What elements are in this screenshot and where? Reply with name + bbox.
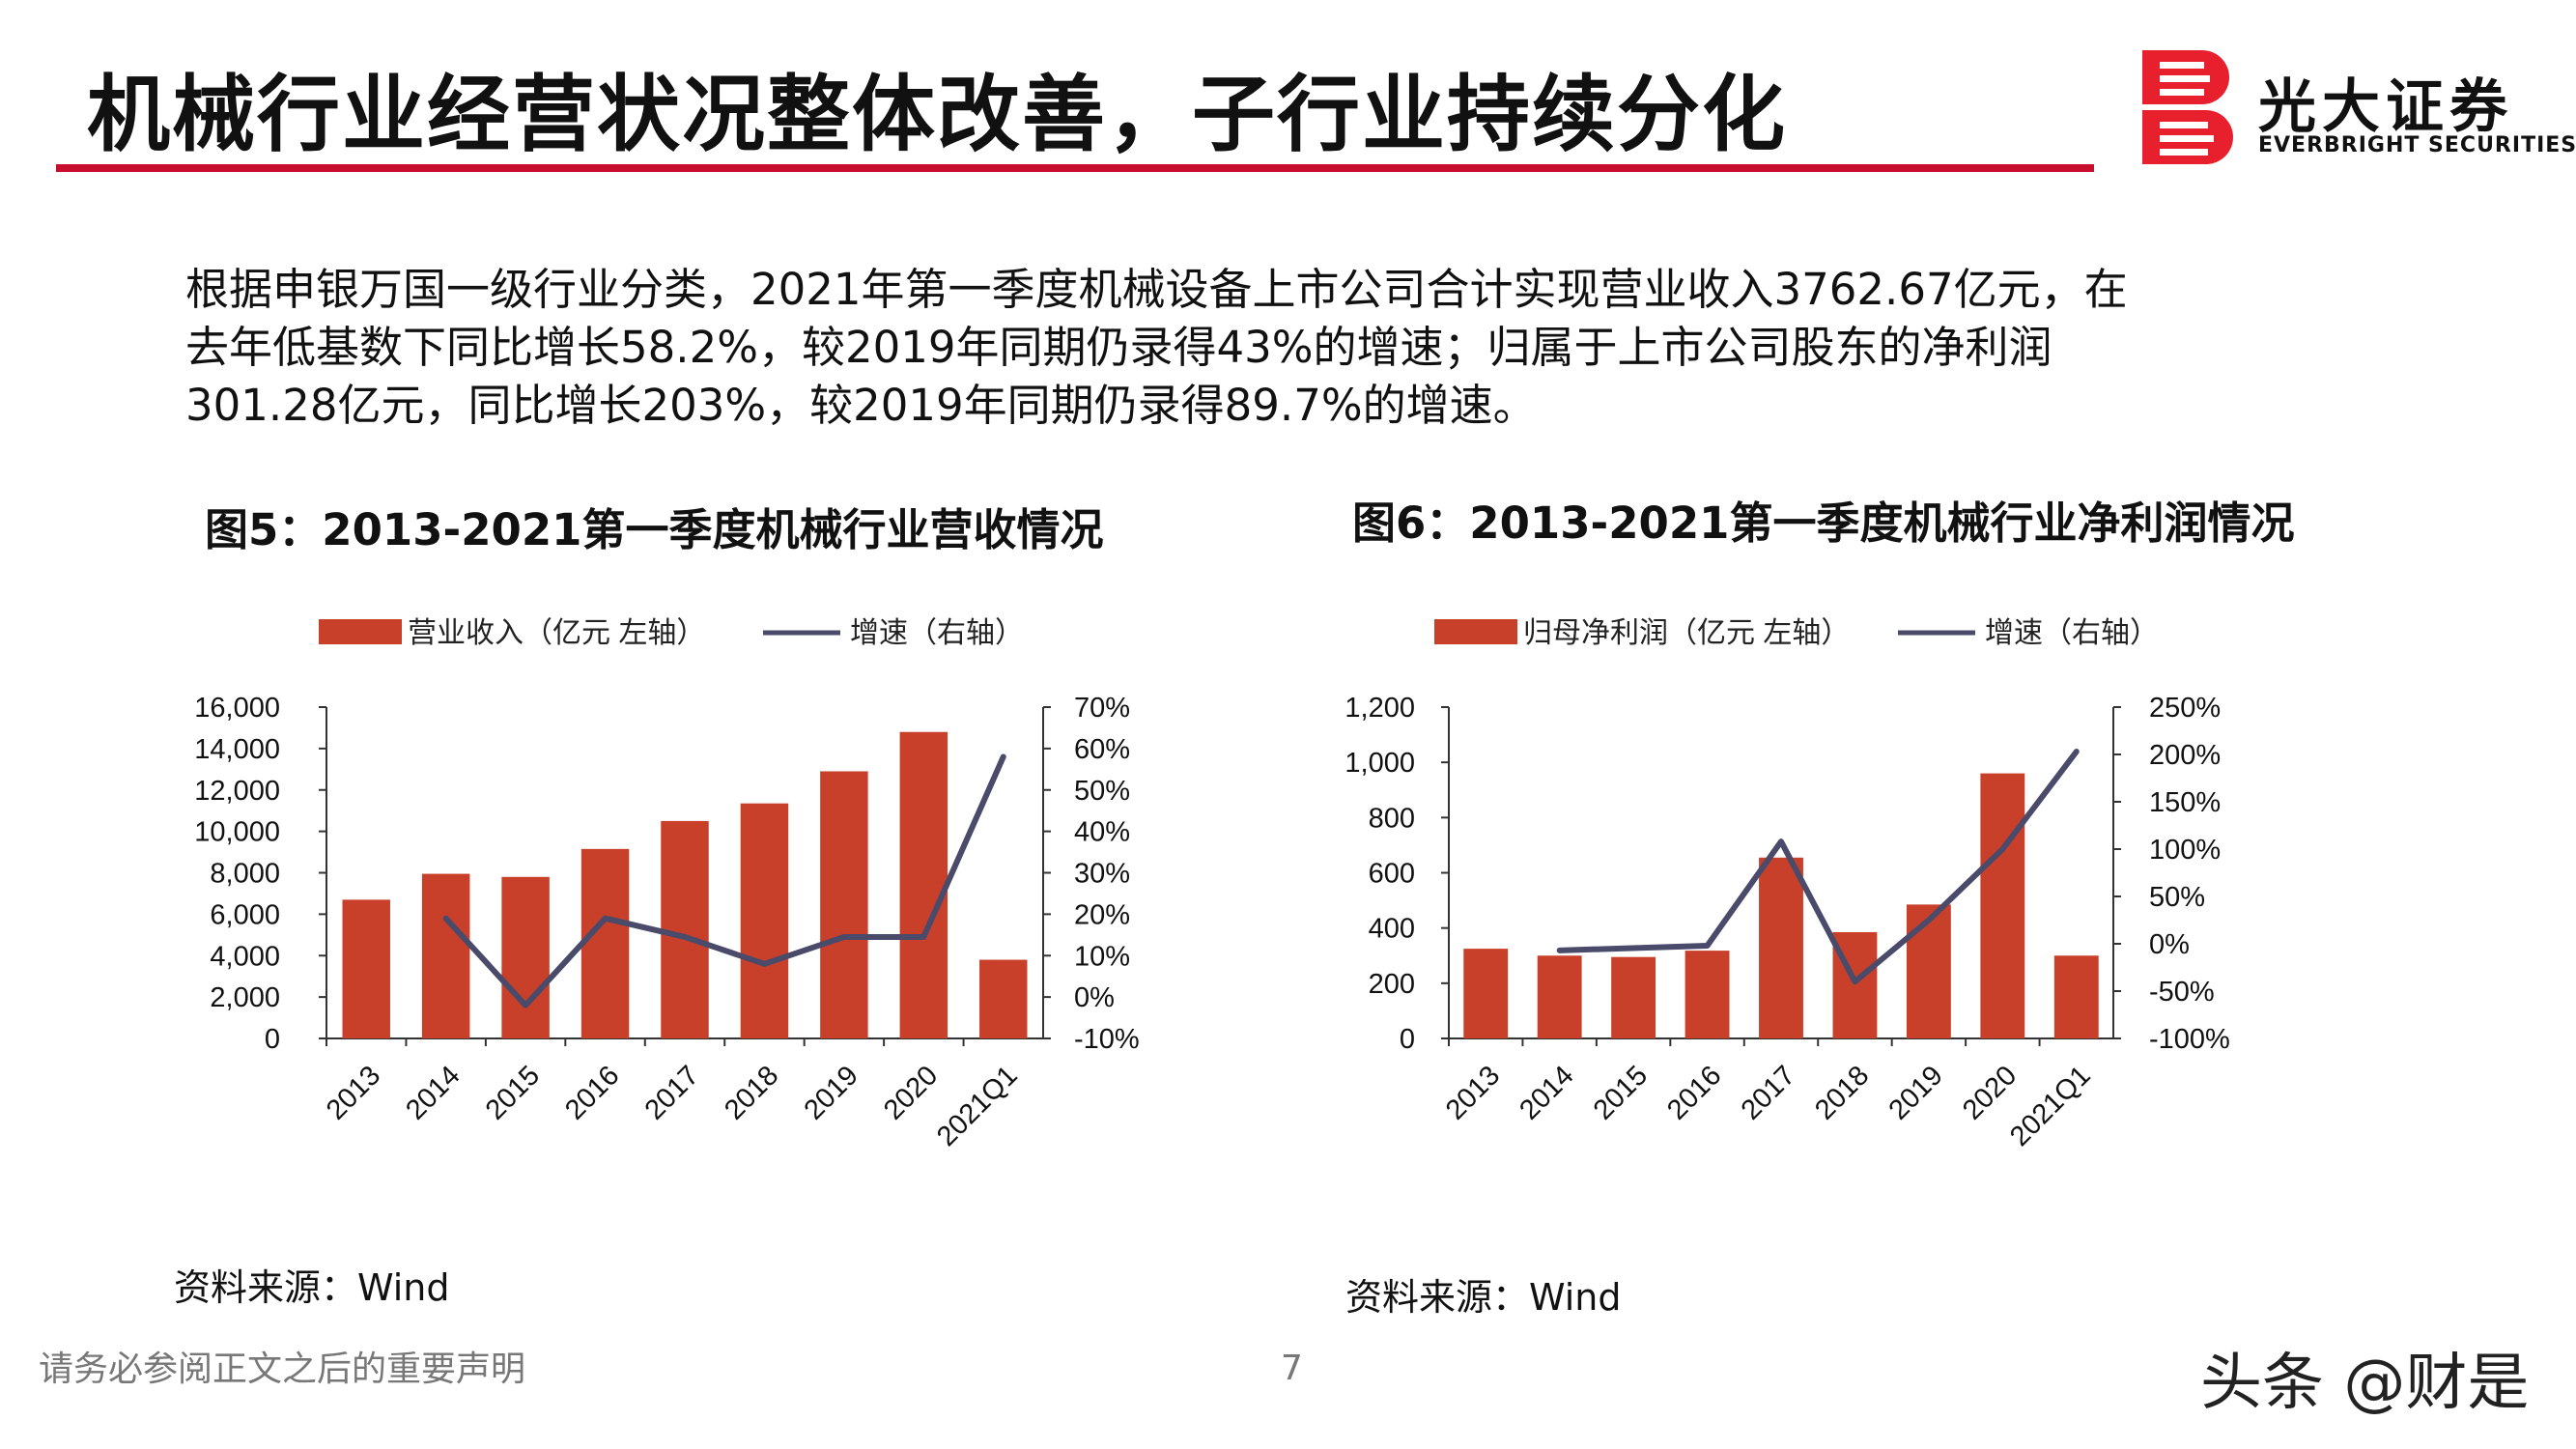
x-tick-label: 2015: [1588, 1060, 1654, 1125]
y-right-tick-label: 50%: [2149, 882, 2205, 913]
y-right-tick-label: 200%: [2149, 740, 2221, 771]
x-tick-label: 2017: [1736, 1060, 1801, 1125]
source-profit: 资料来源：Wind: [1345, 1276, 1622, 1319]
y-left-tick-label: 16,000: [194, 693, 280, 724]
y-right-tick-label: 60%: [1074, 734, 1130, 765]
legend-bar-swatch: [1434, 619, 1517, 644]
x-tick-label: 2016: [1661, 1060, 1727, 1125]
intro-paragraph: 根据申银万国一级行业分类，2021年第一季度机械设备上市公司合计实现营业收入37…: [185, 261, 2368, 435]
everbright-logo-icon: [2142, 50, 2233, 164]
bar: [342, 899, 390, 1038]
bar: [421, 873, 470, 1038]
y-left-tick-label: 600: [1369, 859, 1415, 890]
y-right-tick-label: 20%: [1074, 899, 1130, 930]
x-tick-label: 2019: [799, 1060, 864, 1125]
y-right-tick-label: 30%: [1074, 859, 1130, 890]
y-right-tick-label: 0%: [1074, 982, 1115, 1013]
legend-bar-label: 营业收入（亿元 左轴）: [408, 617, 705, 649]
growth-line: [442, 753, 1006, 1009]
x-tick-label: 2019: [1883, 1060, 1949, 1125]
y-right-tick-label: 50%: [1074, 776, 1130, 807]
disclaimer-text: 请务必参阅正文之后的重要声明: [39, 1350, 526, 1389]
x-tick-label: 2017: [639, 1060, 705, 1125]
watermark: 头条 @财是: [2200, 1348, 2530, 1419]
bar: [820, 771, 868, 1038]
y-left-tick-label: 8,000: [210, 859, 280, 890]
legend-bar-swatch: [319, 619, 402, 644]
bar: [580, 848, 630, 1038]
bar: [979, 959, 1028, 1038]
page-title: 机械行业经营状况整体改善，子行业持续分化: [87, 67, 1787, 163]
y-right-tick-label: 40%: [1074, 817, 1130, 848]
intro-line: 去年低基数下同比增长58.2%，较2019年同期仍录得43%的增速；归属于上市公…: [185, 322, 2052, 373]
bar: [1684, 951, 1730, 1038]
y-left-tick-label: 0: [1400, 1024, 1415, 1055]
page-number: 7: [1281, 1349, 1303, 1388]
bar: [1537, 955, 1582, 1038]
legend-bar-label: 归母净利润（亿元 左轴）: [1523, 617, 1850, 649]
x-tick-label: 2020: [878, 1060, 944, 1125]
company-logo: 光大证券 EVERBRIGHT SECURITIES: [2142, 50, 2576, 166]
x-tick-label: 2021Q1: [931, 1060, 1024, 1152]
x-tick-label: 2015: [480, 1060, 546, 1125]
y-left-tick-label: 400: [1369, 914, 1415, 945]
y-right-tick-label: 10%: [1074, 941, 1130, 972]
y-right-tick-label: 100%: [2149, 835, 2221, 866]
y-left-tick-label: 6,000: [210, 899, 280, 930]
y-right-tick-label: 0%: [2149, 929, 2190, 960]
bar: [740, 803, 789, 1038]
bar: [501, 876, 550, 1038]
y-right-tick-label: -100%: [2149, 1024, 2230, 1055]
y-right-tick-label: 70%: [1074, 693, 1130, 724]
y-right-tick-label: -10%: [1074, 1024, 1140, 1055]
source-revenue: 资料来源：Wind: [174, 1266, 450, 1309]
legend-line-label: 增速（右轴）: [850, 617, 1024, 649]
y-left-tick-label: 4,000: [210, 941, 280, 972]
chart-title-revenue: 图5：2013-2021第一季度机械行业营收情况: [205, 504, 1104, 555]
y-left-tick-label: 10,000: [194, 817, 280, 848]
x-tick-label: 2018: [719, 1060, 784, 1125]
x-tick-label: 2016: [559, 1060, 625, 1125]
intro-line: 根据申银万国一级行业分类，2021年第一季度机械设备上市公司合计实现营业收入37…: [185, 264, 2128, 315]
bar: [1906, 904, 1951, 1038]
intro-line: 301.28亿元，同比增长203%，较2019年同期仍录得89.7%的增速。: [185, 380, 1537, 431]
x-tick-label: 2020: [1957, 1060, 2023, 1125]
y-left-tick-label: 14,000: [194, 734, 280, 765]
y-left-tick-label: 12,000: [194, 776, 280, 807]
x-tick-label: 2014: [1514, 1060, 1579, 1125]
bar: [1611, 956, 1656, 1038]
bar: [661, 820, 709, 1038]
y-left-tick-label: 2,000: [210, 982, 280, 1013]
title-divider: [56, 164, 2094, 172]
y-right-tick-label: -50%: [2149, 977, 2215, 1008]
x-tick-label: 2013: [321, 1060, 386, 1125]
x-tick-label: 2014: [400, 1060, 466, 1125]
y-left-tick-label: 1,200: [1345, 693, 1415, 724]
x-tick-label: 2021Q1: [2004, 1060, 2097, 1152]
chart-title-profit: 图6：2013-2021第一季度机械行业净利润情况: [1352, 497, 2295, 549]
bar: [1463, 949, 1509, 1038]
x-tick-label: 2013: [1440, 1060, 1506, 1125]
y-right-tick-label: 250%: [2149, 693, 2221, 724]
y-left-tick-label: 0: [265, 1024, 280, 1055]
logo-chinese-name: 光大证券: [2258, 73, 2513, 141]
y-left-tick-label: 800: [1369, 803, 1415, 834]
bar: [899, 731, 948, 1038]
y-right-tick-label: 150%: [2149, 787, 2221, 818]
logo-english-name: EVERBRIGHT SECURITIES: [2258, 133, 2576, 157]
bar: [1980, 773, 2025, 1038]
bar: [1759, 857, 1803, 1038]
y-left-tick-label: 200: [1369, 969, 1415, 1000]
bar: [2053, 955, 2099, 1038]
y-left-tick-label: 1,000: [1345, 748, 1415, 779]
x-tick-label: 2018: [1809, 1060, 1875, 1125]
legend-line-label: 增速（右轴）: [1985, 617, 2159, 649]
